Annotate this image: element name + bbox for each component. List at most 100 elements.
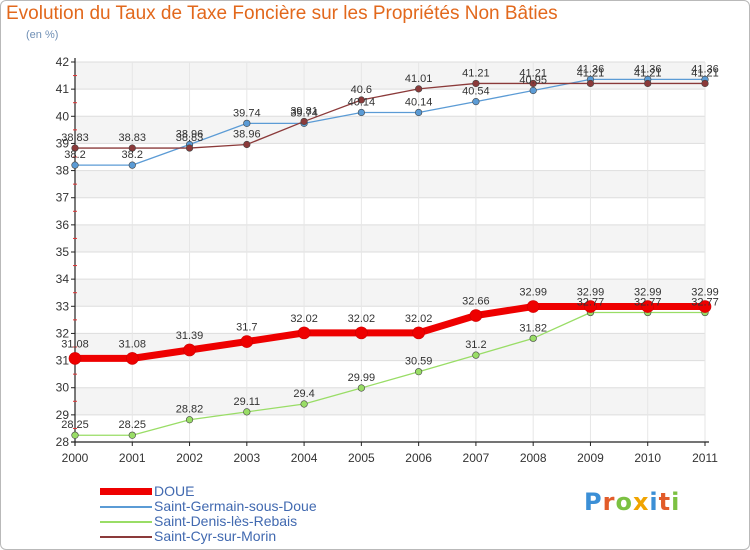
y-tick-label: 37 (56, 191, 70, 205)
data-point-saint-cyr (586, 79, 595, 88)
y-tick-label: 35 (56, 245, 70, 259)
data-label-saint-denis: 28.82 (176, 404, 204, 416)
data-point-doue (641, 300, 655, 313)
data-point-saint-denis (415, 368, 423, 376)
data-label-saint-denis: 30.59 (405, 356, 433, 368)
data-label-saint-denis: 31.2 (465, 339, 486, 351)
legend-swatch-doue (100, 488, 152, 495)
y-tick-label: 41 (56, 82, 70, 96)
data-point-saint-denis (357, 384, 365, 392)
data-label-saint-germain: 38.96 (176, 129, 204, 141)
legend-label-saint-germain: Saint-Germain-sous-Doue (154, 498, 317, 514)
data-point-saint-germain (472, 98, 480, 106)
legend-label-saint-denis: Saint-Denis-lès-Rebais (154, 513, 298, 529)
x-tick-label: 2002 (176, 451, 203, 465)
data-label-doue: 32.99 (634, 287, 662, 299)
legend-label-saint-cyr: Saint-Cyr-sur-Morin (154, 528, 277, 544)
data-point-saint-cyr (472, 79, 480, 88)
data-label-saint-denis: 29.99 (348, 372, 376, 384)
legend-swatch-saint-denis (100, 521, 152, 523)
data-label-saint-cyr: 38.83 (61, 132, 89, 144)
data-label-saint-cyr: 41.21 (462, 67, 490, 79)
data-point-saint-cyr (415, 85, 423, 93)
data-point-saint-cyr (644, 79, 652, 88)
data-label-saint-cyr: 41.21 (519, 67, 547, 79)
data-point-saint-germain (357, 108, 365, 117)
data-point-doue (526, 300, 540, 313)
y-tick-label: 40 (56, 109, 70, 123)
x-tick-label: 2011 (692, 451, 718, 465)
data-point-saint-germain (529, 86, 537, 95)
data-label-doue: 31.7 (236, 322, 257, 334)
legend-swatch-saint-cyr (100, 536, 152, 538)
y-tick-label: 30 (56, 381, 70, 395)
data-label-saint-cyr: 41.21 (577, 67, 605, 79)
data-label-saint-cyr: 41.21 (634, 67, 662, 79)
data-label-doue: 32.99 (519, 287, 547, 299)
data-label-saint-cyr: 41.21 (691, 67, 719, 79)
data-label-saint-denis: 29.4 (293, 388, 314, 400)
data-point-doue (183, 343, 196, 357)
data-label-saint-denis: 28.25 (119, 419, 147, 431)
data-point-saint-denis (243, 408, 251, 416)
data-point-saint-cyr (71, 144, 79, 152)
data-label-saint-denis: 32.77 (577, 297, 605, 309)
data-label-saint-cyr: 39.81 (290, 105, 318, 117)
data-label-saint-germain: 41.36 (634, 63, 662, 75)
data-point-saint-denis (529, 334, 537, 342)
x-tick-label: 2008 (520, 451, 547, 465)
data-point-doue (355, 326, 368, 340)
data-point-doue (412, 326, 425, 340)
brand-letter: i (671, 488, 681, 516)
x-tick-label: 2000 (62, 451, 89, 465)
x-tick-label: 2006 (405, 451, 432, 465)
grid-band (75, 62, 705, 90)
data-point-doue (68, 352, 82, 365)
data-label-saint-denis: 32.77 (634, 297, 662, 309)
grid-band (75, 224, 705, 252)
data-point-doue (469, 309, 483, 322)
data-label-saint-germain: 40.14 (348, 96, 376, 108)
data-label-saint-germain: 40.14 (405, 96, 433, 108)
x-tick-label: 2004 (291, 451, 318, 465)
series-line-saint-cyr (75, 82, 705, 149)
grid-band (75, 279, 705, 307)
data-point-doue (240, 335, 254, 348)
data-point-saint-cyr (701, 79, 709, 88)
y-tick-label: 39 (56, 136, 70, 150)
data-label-saint-denis: 28.25 (61, 419, 89, 431)
data-point-doue (125, 352, 139, 365)
data-point-saint-denis (300, 400, 308, 408)
y-tick-label: 38 (56, 164, 70, 178)
data-label-doue: 32.99 (691, 287, 719, 299)
data-label-saint-cyr: 38.96 (233, 129, 261, 141)
data-label-saint-germain: 41.36 (691, 63, 719, 75)
data-label-saint-germain: 38.2 (122, 149, 143, 161)
y-tick-label: 32 (56, 326, 70, 340)
y-tick-label: 34 (56, 272, 70, 286)
y-tick-label: 29 (56, 408, 70, 422)
data-point-saint-denis (472, 351, 480, 359)
legend-swatch-saint-germain (100, 506, 152, 508)
brand-letter: x (632, 488, 650, 516)
brand-letter: t (658, 488, 672, 516)
data-point-doue (297, 326, 311, 340)
grid-band (75, 387, 705, 415)
x-tick-label: 2001 (119, 451, 146, 465)
brand-letter: P (584, 488, 603, 516)
data-point-saint-cyr (185, 144, 194, 152)
data-point-doue (698, 300, 712, 313)
data-label-doue: 32.02 (405, 313, 433, 325)
data-label-doue: 31.08 (119, 338, 147, 350)
data-label-saint-denis: 32.77 (691, 297, 719, 309)
data-label-doue: 31.08 (61, 338, 89, 350)
y-tick-label: 31 (56, 354, 70, 368)
grid-band (75, 170, 705, 198)
grid-band (75, 116, 705, 144)
x-tick-label: 2009 (577, 451, 604, 465)
series-line-doue (75, 303, 705, 362)
data-point-saint-denis (185, 416, 194, 424)
data-label-saint-germain: 40.95 (519, 75, 547, 87)
